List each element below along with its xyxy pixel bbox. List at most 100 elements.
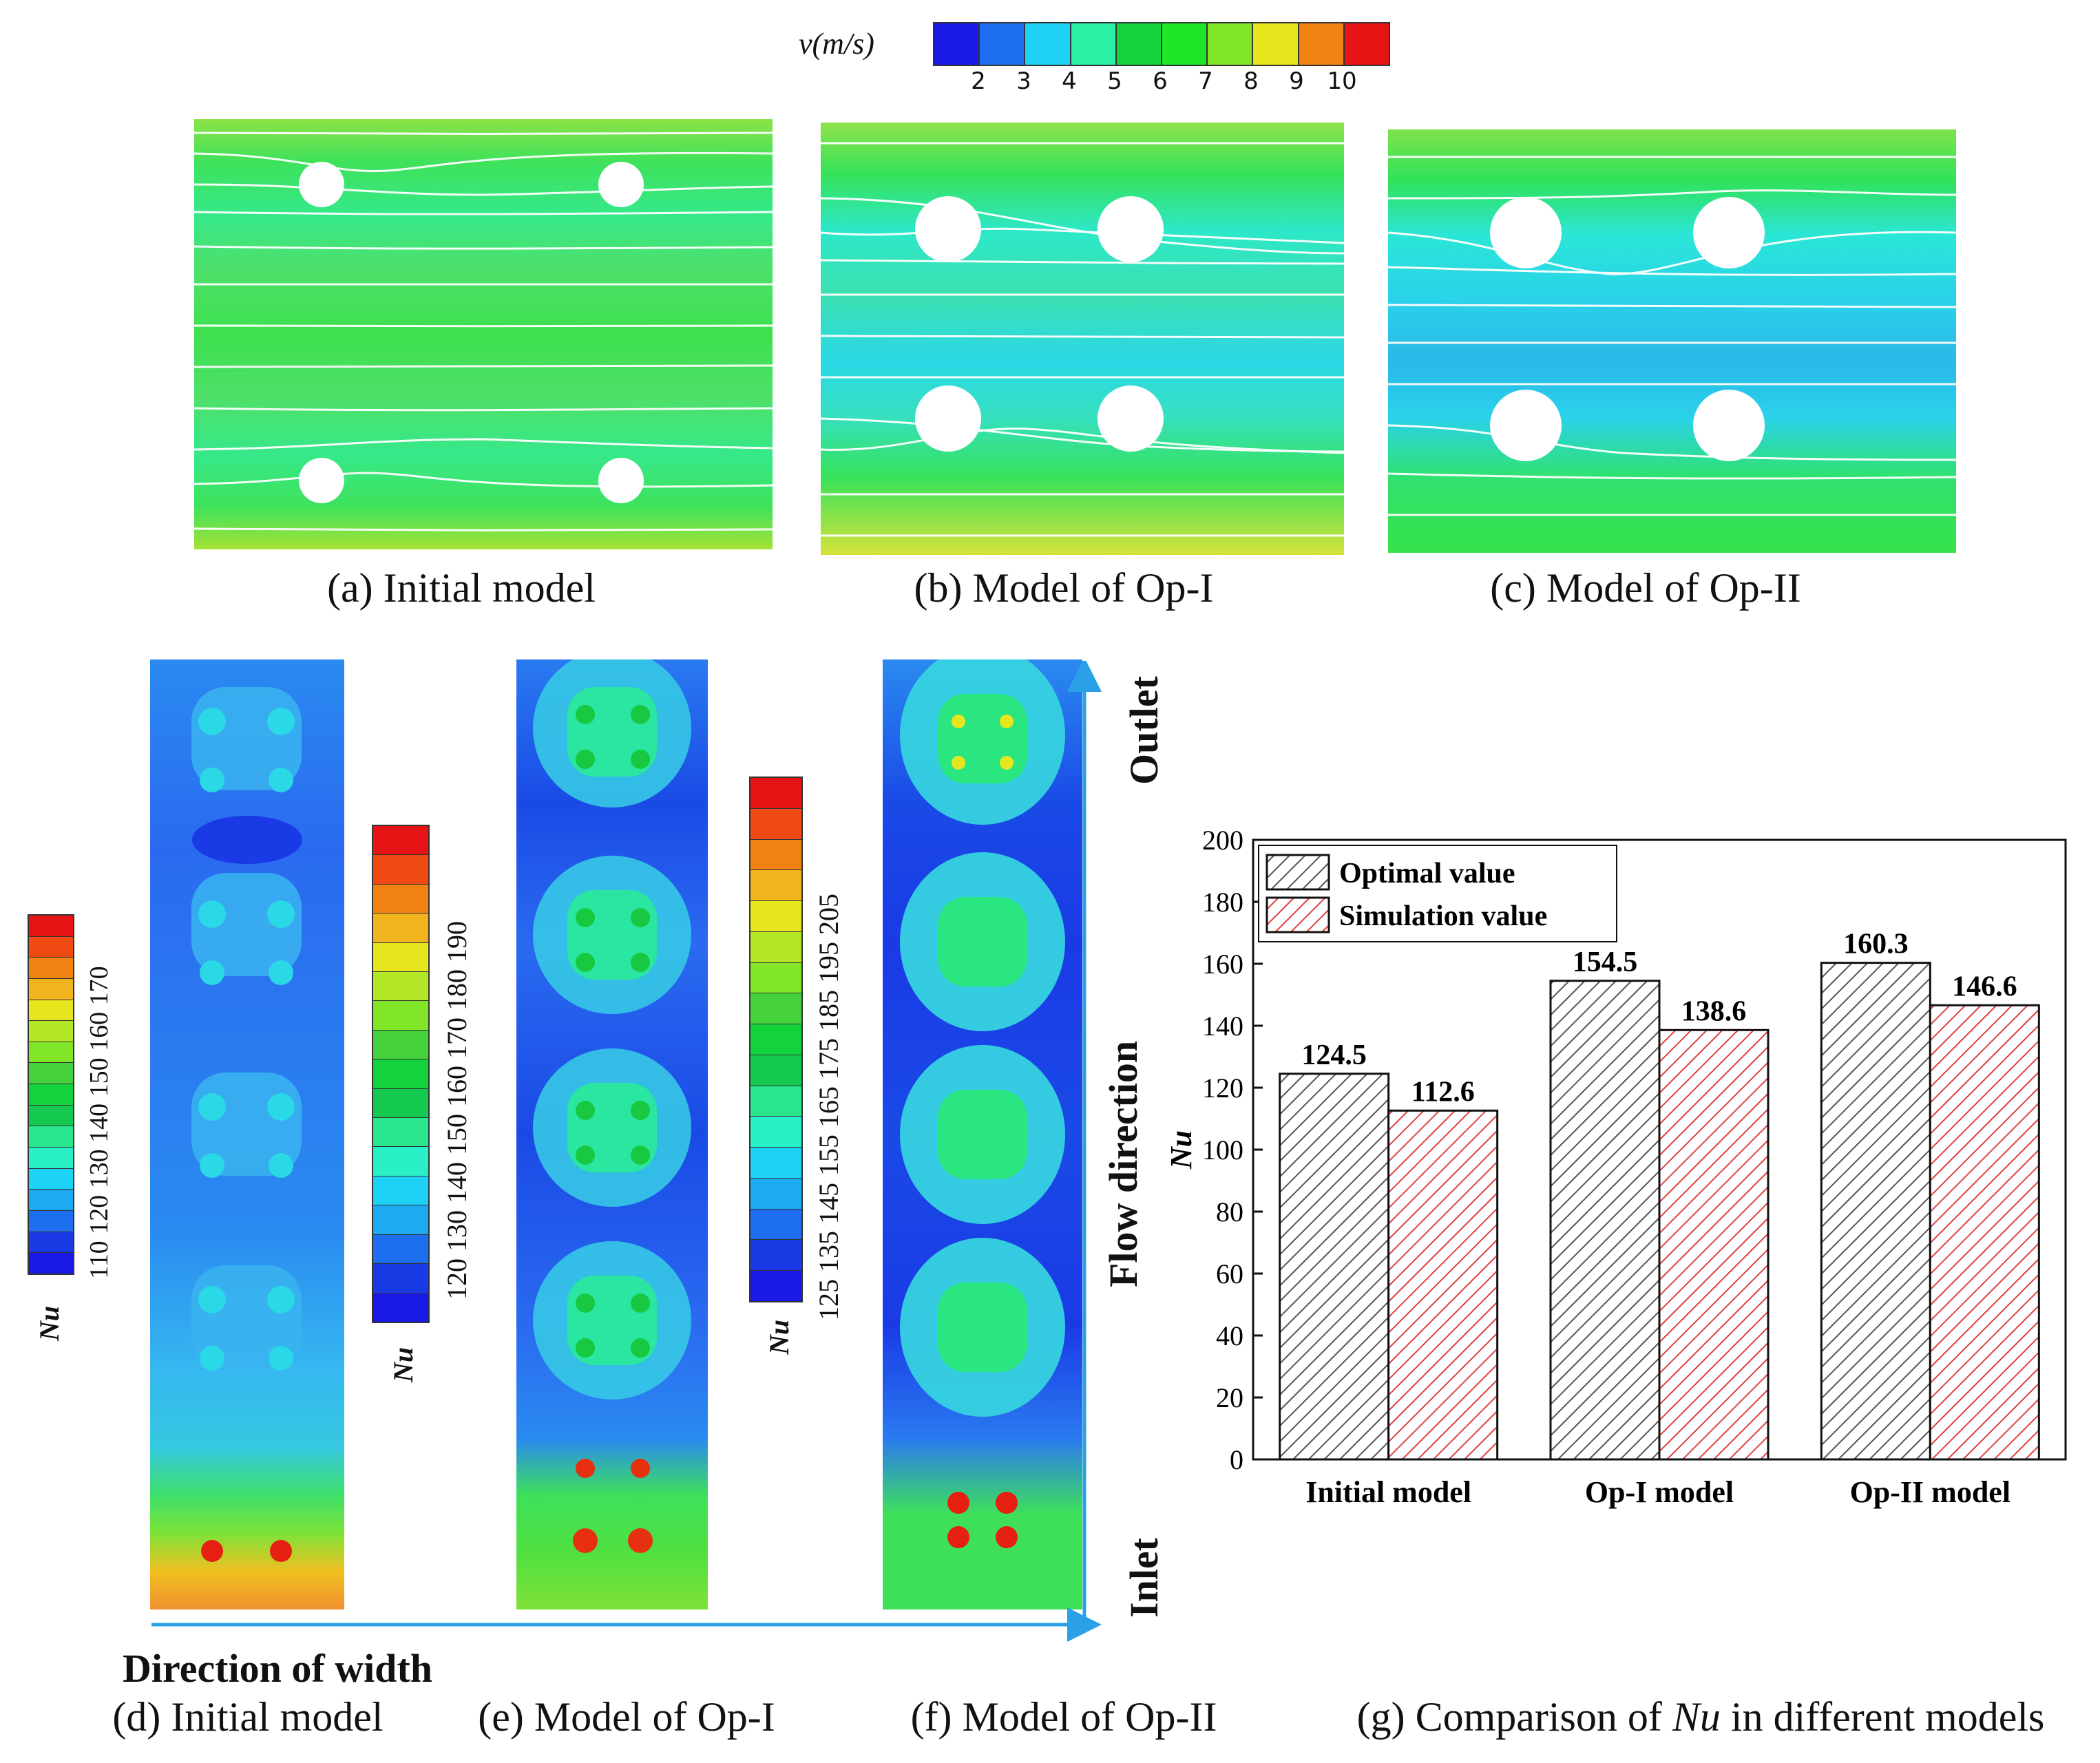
- velocity-color-swatch: [934, 23, 980, 65]
- bar-optimal: [1549, 980, 1661, 1461]
- nu-legend-initial: 110 120 130 140 150 160 170 Nu: [28, 914, 131, 1355]
- inlet-label: Inlet: [1122, 1538, 1166, 1618]
- nu-color-swatch: [29, 1105, 73, 1127]
- y-tick-label: 200: [1202, 825, 1243, 856]
- flow-direction-label: Flow direction: [1101, 1040, 1146, 1287]
- nu-contour-op1: [516, 659, 708, 1609]
- nu-color-swatch: [750, 962, 801, 994]
- nu-color-swatch: [373, 1088, 428, 1119]
- y-tick-label: 0: [1230, 1444, 1243, 1475]
- nu-color-swatch: [373, 1059, 428, 1089]
- nu-color-swatch: [29, 1148, 73, 1169]
- bar-value-label: 124.5: [1301, 1039, 1367, 1071]
- bar-value-label: 146.6: [1952, 971, 2017, 1002]
- direction-arrows: [151, 661, 1102, 1642]
- bar-simulation: [1658, 1028, 1770, 1461]
- velocity-field-initial: [194, 119, 773, 549]
- y-tick-label: 140: [1202, 1011, 1243, 1042]
- nu-color-swatch: [29, 1168, 73, 1190]
- nu-color-swatch: [750, 993, 801, 1025]
- caption-panel-c: (c) Model of Op-II: [1490, 565, 1801, 611]
- nu-color-swatch: [750, 1240, 801, 1271]
- velocity-tick-label: 2: [971, 67, 986, 95]
- y-axis-label: Nu: [1164, 1130, 1198, 1170]
- nu-color-swatch: [373, 1293, 428, 1322]
- bar-optimal: [1820, 962, 1931, 1461]
- nu-color-bar-op2: [749, 777, 803, 1302]
- legend-entry: Optimal value: [1339, 858, 1515, 889]
- legend-entry: Simulation value: [1339, 900, 1547, 932]
- nu-color-swatch: [750, 1209, 801, 1241]
- caption-panel-b: (b) Model of Op-I: [914, 565, 1214, 611]
- velocity-color-swatch: [1162, 23, 1208, 65]
- caption-panel-d: (d) Initial model: [112, 1694, 384, 1740]
- velocity-color-swatch: [1025, 23, 1071, 65]
- nu-color-swatch: [750, 808, 801, 840]
- nu-color-swatch: [29, 1021, 73, 1042]
- bar-optimal: [1279, 1073, 1390, 1461]
- velocity-color-swatch: [1344, 23, 1389, 65]
- y-tick-label: 20: [1216, 1382, 1243, 1413]
- nu-color-swatch: [750, 1117, 801, 1148]
- nu-color-bar-op1: [372, 825, 430, 1323]
- nu-color-swatch: [373, 914, 428, 943]
- y-tick-label: 180: [1202, 887, 1243, 918]
- nu-color-swatch: [373, 884, 428, 914]
- nu-color-swatch: [29, 958, 73, 979]
- x-tick-label: Op-II model: [1850, 1475, 2010, 1509]
- nu-color-swatch: [373, 1147, 428, 1176]
- nu-color-swatch: [750, 901, 801, 932]
- bar-simulation: [1929, 1004, 2040, 1461]
- nu-color-swatch: [750, 1086, 801, 1117]
- nu-color-swatch: [29, 1210, 73, 1232]
- legend-swatch: [1266, 896, 1330, 933]
- nu-color-swatch: [750, 778, 801, 809]
- width-direction-label: Direction of width: [123, 1646, 433, 1691]
- nu-color-swatch: [373, 1176, 428, 1206]
- velocity-color-bar: [933, 22, 1390, 66]
- velocity-color-swatch: [1071, 23, 1117, 65]
- bar-value-label: 112.6: [1411, 1076, 1475, 1108]
- nu-color-swatch: [750, 839, 801, 871]
- nu-color-bar-initial: [28, 914, 74, 1275]
- nu-color-swatch: [29, 1084, 73, 1106]
- nu-color-swatch: [373, 942, 428, 973]
- nu-color-swatch: [29, 1063, 73, 1085]
- nu-color-swatch: [29, 1126, 73, 1148]
- velocity-tick-label: 6: [1153, 67, 1168, 95]
- velocity-color-swatch: [1116, 23, 1163, 65]
- nu-color-swatch: [750, 1148, 801, 1179]
- nu-color-swatch: [750, 870, 801, 902]
- nu-color-swatch: [29, 978, 73, 1000]
- caption-g-suffix: in different models: [1720, 1694, 2045, 1740]
- y-tick-label: 40: [1216, 1320, 1243, 1351]
- nu-color-swatch: [373, 972, 428, 1002]
- caption-panel-e: (e) Model of Op-I: [478, 1694, 775, 1740]
- velocity-tick-label: 10: [1327, 67, 1357, 95]
- velocity-tick-label: 7: [1198, 67, 1213, 95]
- nu-legend-op1: 120 130 140 150 160 170 180 190 Nu: [372, 825, 475, 1389]
- velocity-field-op2: [1388, 129, 1956, 553]
- caption-panel-a: (a) Initial model: [327, 565, 596, 611]
- nu-contour-initial: [150, 659, 344, 1609]
- nu-legend-label-initial: Nu: [34, 1305, 65, 1341]
- bar-value-label: 138.6: [1681, 995, 1747, 1027]
- nu-comparison-bar-chart: 0 20 40 60 80 100 120 140 160 180 200 Nu Initial mod…: [1164, 825, 2067, 1509]
- bar-simulation: [1387, 1109, 1499, 1461]
- velocity-tick-label: 9: [1289, 67, 1304, 95]
- nu-legend-op2: 125 135 145 155 165 175 185 195 205 Nu: [749, 777, 852, 1369]
- bar-value-label: 160.3: [1843, 929, 1909, 960]
- x-tick-label: Initial model: [1305, 1475, 1471, 1509]
- caption-g-prefix: (g) Comparison of: [1356, 1694, 1672, 1740]
- nu-color-swatch: [29, 936, 73, 958]
- velocity-color-swatch: [1208, 23, 1254, 65]
- nu-color-swatch: [29, 916, 73, 937]
- x-tick-label: Op-I model: [1585, 1475, 1734, 1509]
- nu-color-swatch: [373, 1118, 428, 1148]
- velocity-tick-label: 4: [1062, 67, 1077, 95]
- nu-color-swatch: [29, 1232, 73, 1254]
- velocity-field-op1: [821, 123, 1344, 555]
- bar-value-label: 154.5: [1573, 947, 1638, 978]
- velocity-tick-label: 3: [1016, 67, 1031, 95]
- caption-g-nu: Nu: [1672, 1694, 1721, 1740]
